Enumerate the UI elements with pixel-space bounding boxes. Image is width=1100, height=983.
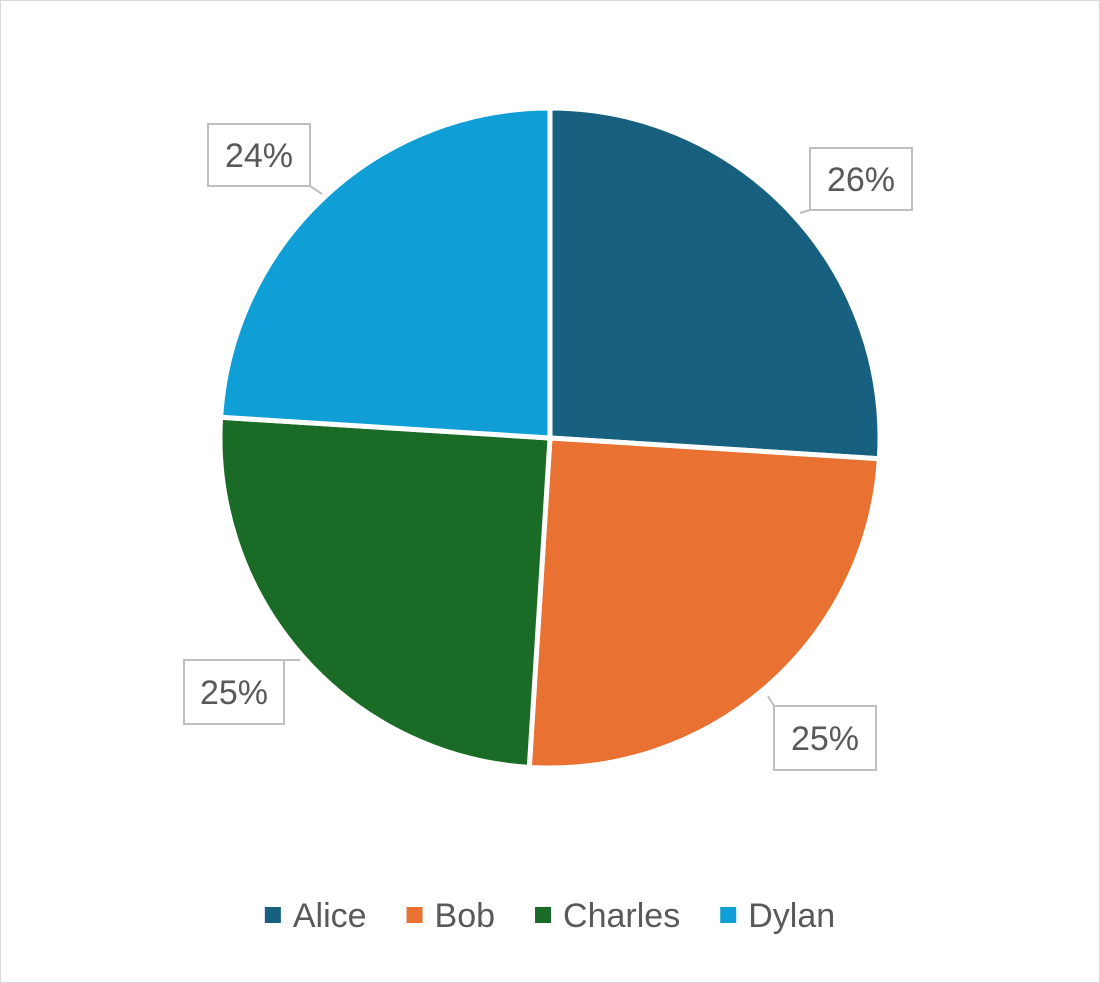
legend-swatch bbox=[264, 907, 281, 923]
pie-slice-alice bbox=[547, 105, 883, 462]
legend-label: Alice bbox=[293, 897, 367, 935]
legend-item-dylan: Dylan bbox=[720, 897, 835, 935]
leader-line bbox=[799, 209, 811, 214]
data-label-box bbox=[207, 123, 311, 187]
data-label-text: 25% bbox=[200, 674, 268, 712]
data-label-charles: 25% bbox=[183, 659, 300, 725]
legend: Alice Bob Charles Dylan bbox=[264, 897, 835, 935]
legend-label: Bob bbox=[435, 897, 496, 935]
legend-item-bob: Bob bbox=[406, 897, 496, 935]
legend-swatch bbox=[720, 907, 737, 923]
data-label-text: 24% bbox=[225, 137, 293, 175]
data-label-alice: 26% bbox=[799, 147, 913, 214]
pie-slice-bob bbox=[526, 435, 882, 771]
data-label-box bbox=[809, 147, 913, 211]
legend-swatch bbox=[406, 907, 423, 923]
pie-data-labels: 26% 25% 25% 24% bbox=[183, 123, 913, 771]
data-label-box bbox=[183, 659, 285, 725]
leader-line bbox=[309, 185, 323, 195]
legend-item-alice: Alice bbox=[264, 897, 367, 935]
data-label-dylan: 24% bbox=[207, 123, 323, 195]
legend-item-charles: Charles bbox=[535, 897, 680, 935]
pie-slice-charles bbox=[217, 414, 553, 770]
legend-label: Charles bbox=[563, 897, 680, 935]
data-label-bob: 25% bbox=[767, 695, 877, 771]
leader-line bbox=[767, 695, 775, 707]
data-label-box bbox=[773, 705, 877, 771]
legend-swatch bbox=[535, 907, 552, 923]
data-label-text: 25% bbox=[791, 720, 859, 758]
legend-label: Dylan bbox=[748, 897, 835, 935]
pie-slices bbox=[217, 105, 883, 771]
data-label-text: 26% bbox=[827, 161, 895, 199]
pie-slice-dylan bbox=[218, 105, 553, 441]
